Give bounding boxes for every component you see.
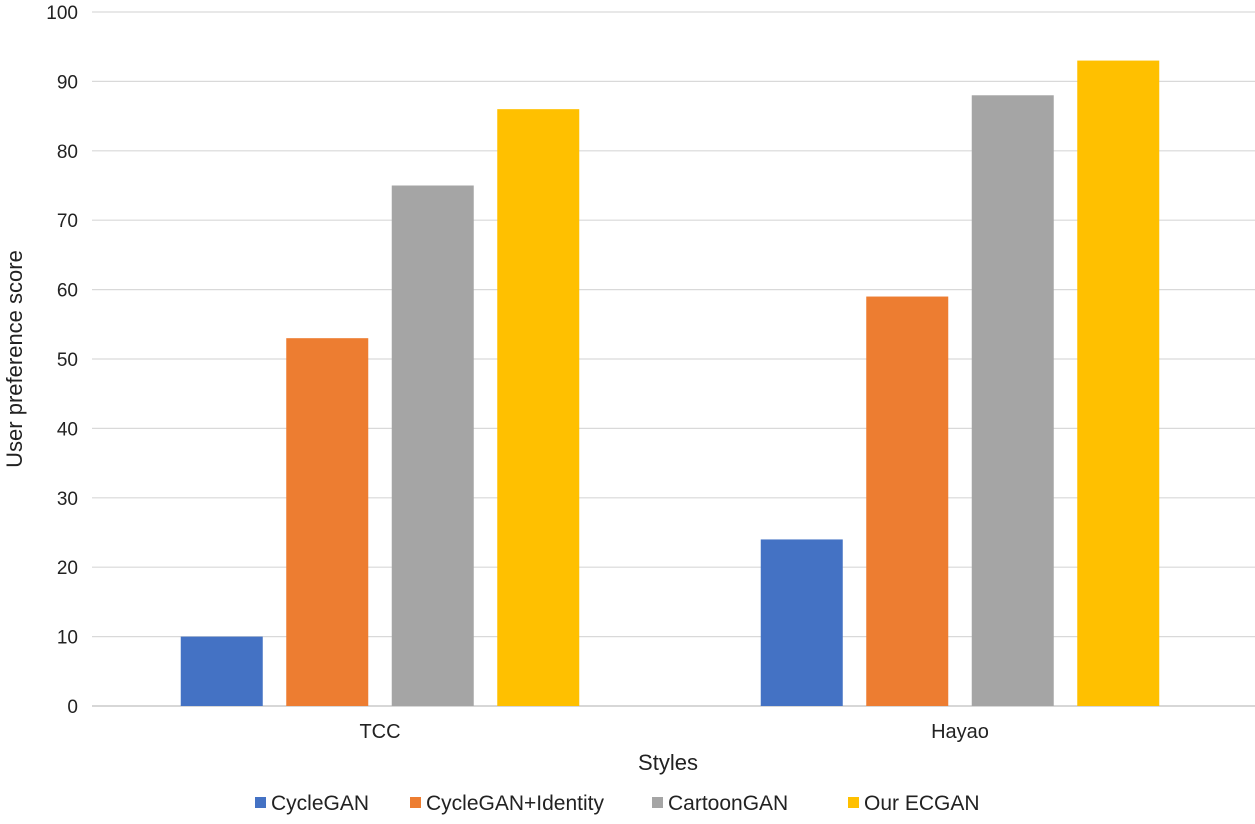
x-tick-label: TCC (359, 721, 400, 743)
y-tick-label: 60 (57, 281, 78, 302)
legend-label: CartoonGAN (668, 792, 788, 815)
y-tick-label: 10 (57, 628, 78, 649)
legend-swatch (652, 797, 663, 808)
bar-cartoongan-tcc (391, 185, 474, 706)
y-tick-label: 90 (57, 72, 78, 93)
legend-item: CycleGAN+Identity (410, 792, 604, 815)
y-tick-label: 30 (57, 489, 78, 510)
legend-label: Our ECGAN (864, 792, 980, 815)
x-tick-label: Hayao (931, 721, 989, 743)
bar-our-ecgan-hayao (1077, 60, 1160, 706)
x-axis-title: Styles (638, 750, 698, 775)
legend-item: CartoonGAN (652, 792, 788, 815)
legend-swatch (848, 797, 859, 808)
y-tick-label: 0 (67, 697, 78, 718)
legend-item: CycleGAN (255, 792, 369, 815)
legend-swatch (410, 797, 421, 808)
y-tick-label: 80 (57, 142, 78, 163)
y-tick-label: 50 (57, 350, 78, 371)
y-axis-title: User preference score (2, 250, 27, 468)
bar-cyclegan-identity-tcc (286, 338, 369, 706)
legend-label: CycleGAN+Identity (426, 792, 604, 815)
bar-cartoongan-hayao (971, 95, 1054, 706)
bar-our-ecgan-tcc (497, 109, 580, 706)
y-tick-label: 70 (57, 211, 78, 232)
y-tick-label: 20 (57, 558, 78, 579)
y-tick-label: 40 (57, 419, 78, 440)
bar-cyclegan-tcc (180, 636, 263, 706)
legend-item: Our ECGAN (848, 792, 980, 815)
legend-swatch (255, 797, 266, 808)
legend-label: CycleGAN (271, 792, 369, 815)
bar-cyclegan-identity-hayao (866, 296, 949, 706)
bar-cyclegan-hayao (760, 539, 843, 706)
y-tick-label: 100 (46, 3, 78, 24)
